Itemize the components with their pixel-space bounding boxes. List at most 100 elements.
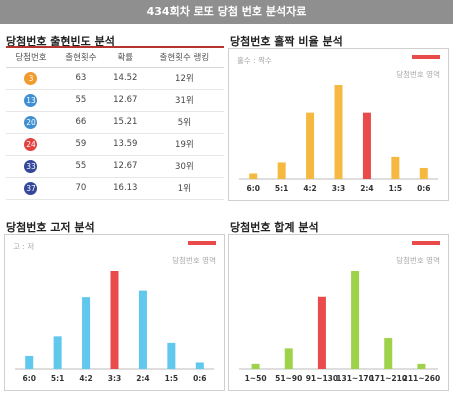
oddeven-chart-panel: 6:0 5:1 4:2 3:3 2:4 1:5 0:6 홀수 : 짝수 당첨번호 영역 [228,48,449,201]
number-cell: 20 [6,111,56,134]
count-cell: 55 [55,89,106,112]
number-ball: 20 [24,115,38,129]
bar-51~90 [284,348,293,369]
bar-3:3 [110,271,119,369]
count-cell: 55 [55,155,106,178]
x-tick-label: 5:1 [51,374,64,383]
rank-cell: 19위 [144,133,224,156]
legend-swatch [412,241,440,245]
bar-0:6 [195,362,204,369]
sum-title: 당첨번호 합계 분석 [230,221,319,234]
oddeven-note: 홀수 : 짝수 [237,56,272,65]
x-tick-label: 4:2 [79,374,92,383]
prob-cell: 15.21 [105,111,145,134]
x-tick-label: 4:2 [303,184,316,193]
count-cell: 70 [55,177,106,200]
prob-cell: 13.59 [105,133,145,156]
sum-chart-panel: 1~50 51~90 91~130 131~170 171~210 211~260 당첨번… [228,234,449,391]
number-ball: 3 [24,71,38,85]
x-tick-label: 211~260 [403,374,441,383]
x-tick-label: 1:5 [389,184,402,193]
frequency-row: 20 66 15.21 5위 [6,111,224,134]
number-ball: 24 [24,137,38,151]
x-tick-label: 51~90 [275,374,302,383]
x-tick-label: 1~50 [245,374,267,383]
x-tick-label: 0:6 [193,374,206,383]
frequency-title: 당첨번호 출현빈도 분석 [6,35,115,48]
x-tick-label: 3:3 [332,184,345,193]
x-tick-label: 2:4 [360,184,373,193]
oddeven-legend: 당첨번호 영역 [396,55,440,81]
frequency-table: 당첨번호 출현횟수 확률 출현횟수 랭킹 3 63 14.52 12위 13 55 12.6… [6,48,224,200]
col-count: 출현횟수 [55,48,106,68]
highlow-chart: 6:0 5:1 4:2 3:3 2:4 1:5 0:6 [15,271,214,383]
col-prob: 확률 [105,48,145,68]
rank-cell: 12위 [144,67,224,90]
x-tick-label: 2:4 [136,374,149,383]
prob-cell: 14.52 [105,67,145,90]
bar-6:0 [25,355,34,369]
legend-label: 당첨번호 영역 [172,256,216,265]
legend-label: 당첨번호 영역 [396,70,440,79]
number-ball: 37 [24,181,38,195]
x-tick-label: 6:0 [22,374,35,383]
x-tick-label: 131~170 [336,374,374,383]
x-tick-label: 6:0 [246,184,259,193]
highlow-legend: 당첨번호 영역 [172,241,216,267]
bar-211~260 [417,363,426,369]
x-tick-label: 91~130 [306,374,338,383]
bar-4:2 [306,112,315,179]
bar-6:0 [249,173,258,179]
bar-1:5 [167,342,176,369]
rank-cell: 31위 [144,89,224,112]
bar-0:6 [419,167,428,179]
count-cell: 66 [55,111,106,134]
bar-1~50 [251,363,260,369]
number-cell: 33 [6,155,56,178]
bar-3:3 [334,85,343,179]
legend-swatch [412,55,440,59]
prob-cell: 16.13 [105,177,145,200]
sum-legend: 당첨번호 영역 [396,241,440,267]
bar-2:4 [138,290,147,369]
count-cell: 59 [55,133,106,156]
bar-1:5 [391,156,400,179]
frequency-row: 13 55 12.67 31위 [6,89,224,112]
count-cell: 63 [55,67,106,90]
frequency-table-wrap: 당첨번호 출현횟수 확률 출현횟수 랭킹 3 63 14.52 12위 13 55 12.6… [6,46,224,200]
frequency-row: 33 55 12.67 30위 [6,155,224,178]
number-cell: 3 [6,67,56,90]
legend-swatch [188,241,216,245]
number-cell: 37 [6,177,56,200]
number-cell: 13 [6,89,56,112]
x-tick-label: 1:5 [165,374,178,383]
col-number: 당첨번호 [6,48,56,68]
rank-cell: 1위 [144,177,224,200]
highlow-title: 당첨번호 고저 분석 [6,221,95,234]
x-tick-label: 5:1 [275,184,288,193]
highlow-note: 고 : 저 [13,242,35,251]
frequency-row: 24 59 13.59 19위 [6,133,224,156]
prob-cell: 12.67 [105,89,145,112]
bar-91~130 [317,296,326,369]
x-tick-label: 171~210 [369,374,407,383]
frequency-rule [6,46,224,48]
col-rank: 출현횟수 랭킹 [144,48,224,68]
bar-131~170 [351,271,360,369]
rank-cell: 30위 [144,155,224,178]
number-cell: 24 [6,133,56,156]
highlow-chart-panel: 6:0 5:1 4:2 3:3 2:4 1:5 0:6 고 : 저 당첨번호 영역 [4,234,225,391]
x-tick-label: 3:3 [108,374,121,383]
bar-171~210 [384,338,393,369]
bar-5:1 [277,162,286,179]
legend-label: 당첨번호 영역 [396,256,440,265]
number-ball: 33 [24,159,38,173]
bar-4:2 [82,297,91,369]
number-ball: 13 [24,93,38,107]
bar-5:1 [53,336,62,369]
frequency-header-row: 당첨번호 출현횟수 확률 출현횟수 랭킹 [6,48,224,68]
frequency-row: 3 63 14.52 12위 [6,67,224,90]
prob-cell: 12.67 [105,155,145,178]
rank-cell: 5위 [144,111,224,134]
